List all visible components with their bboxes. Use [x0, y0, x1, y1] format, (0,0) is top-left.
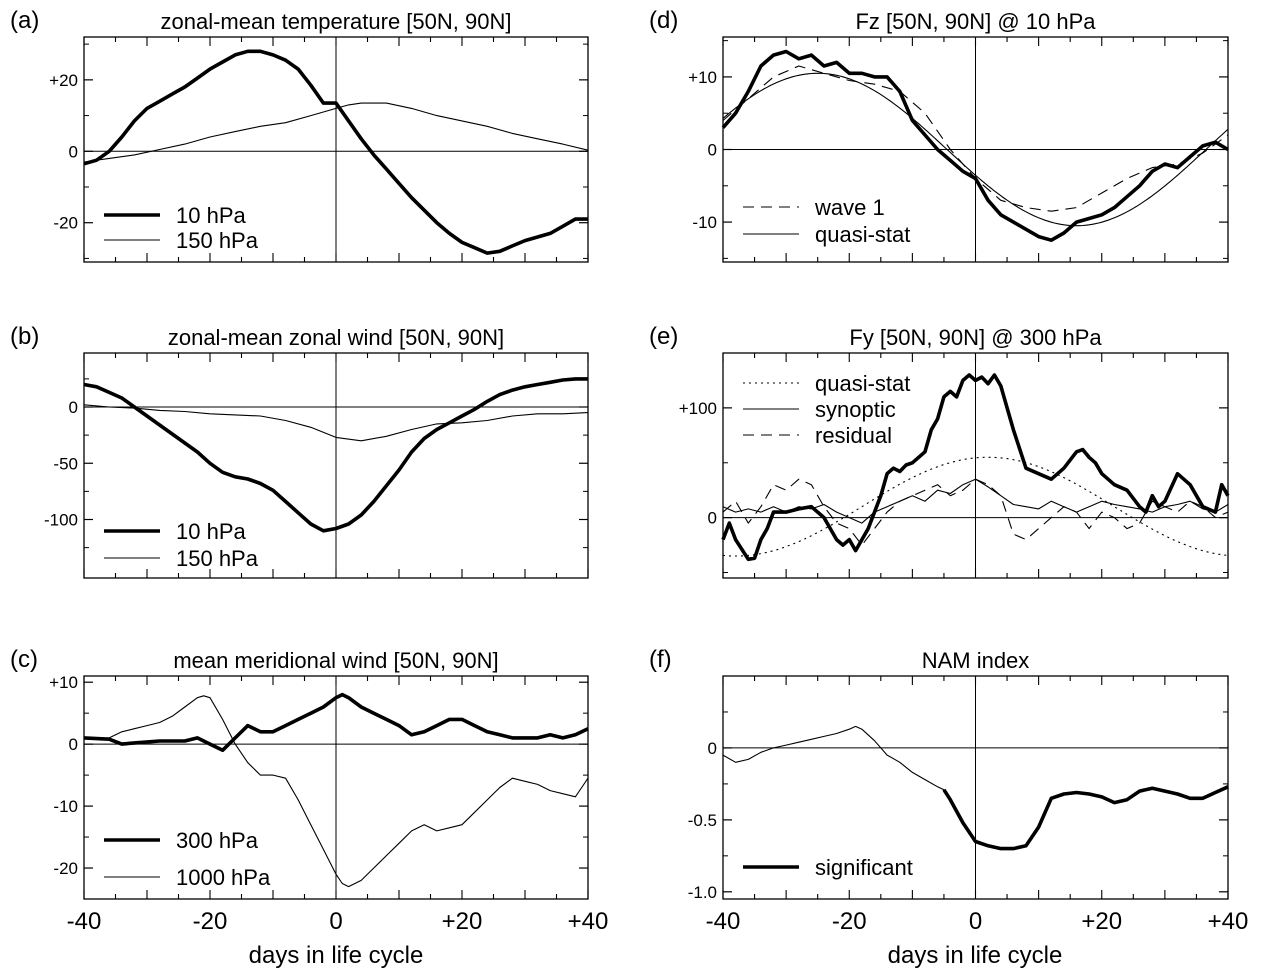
series-line-thin: [722, 725, 945, 791]
panel-label: (b): [10, 323, 39, 350]
y-tick-label: +100: [679, 399, 717, 418]
legend-label: 150 hPa: [176, 228, 259, 253]
x-tick-label: 0: [969, 908, 982, 935]
y-tick-label: +10: [49, 673, 78, 692]
y-tick-label: -100: [44, 511, 78, 530]
series-line-1000-hPa: [84, 695, 589, 888]
legend-label: quasi-stat: [815, 371, 910, 396]
series-line-10-hPa: [83, 377, 588, 533]
legend-label: synoptic: [815, 397, 896, 422]
x-axis-label-left: days in life cycle: [249, 942, 424, 969]
y-tick-label: -20: [53, 214, 78, 233]
legend-label: significant: [815, 855, 913, 880]
y-tick-label: -10: [692, 213, 717, 232]
panel-c: (c) mean meridional wind [50N, 90N] +10 0 -1…: [10, 646, 608, 935]
legend-label: wave 1: [814, 195, 885, 220]
x-tick-label: -20: [832, 908, 867, 935]
y-tick-label: 0: [69, 398, 78, 417]
y-tick-label: +20: [49, 71, 78, 90]
y-tick-label: 0: [708, 509, 717, 528]
series-line-synoptic: [722, 478, 1229, 524]
y-tick-label: 0: [69, 735, 78, 754]
series-line-wave-1: [722, 65, 1229, 212]
y-tick-label: -1.0: [688, 883, 717, 902]
x-tick-label: -20: [193, 908, 228, 935]
x-tick-label: +40: [568, 908, 609, 935]
series-line-10-hPa: [83, 49, 588, 255]
legend-label: quasi-stat: [815, 222, 910, 247]
panel-title: zonal-mean zonal wind [50N, 90N]: [168, 325, 504, 350]
panel-label: (e): [649, 323, 678, 350]
y-tick-label: 0: [69, 142, 78, 161]
legend-label: 300 hPa: [176, 828, 259, 853]
legend-label: 1000 hPa: [176, 865, 271, 890]
panel-b: (b) zonal-mean zonal wind [50N, 90N] 0 -50 -…: [10, 323, 589, 579]
legend-label: 10 hPa: [176, 519, 246, 544]
x-tick-label: 0: [329, 908, 342, 935]
x-tick-label: +20: [442, 908, 483, 935]
y-tick-label: -20: [53, 859, 78, 878]
series-line-150-hPa: [83, 404, 589, 442]
panel-title: zonal-mean temperature [50N, 90N]: [161, 9, 512, 34]
panel-d: (d) Fz [50N, 90N] @ 10 hPa +10 0 -10 wave 1qu…: [649, 7, 1229, 263]
legend-label: 10 hPa: [176, 203, 246, 228]
x-tick-label: -40: [706, 908, 741, 935]
legend-label: residual: [815, 423, 892, 448]
series-line-significant: [942, 785, 1229, 851]
panel-label: (c): [10, 646, 38, 673]
x-tick-label: -40: [67, 908, 102, 935]
series-line-residual: [722, 478, 1229, 546]
y-tick-label: -50: [53, 454, 78, 473]
panel-f: (f) NAM index 0 -0.5 -1.0 -40 -20 0 +20 +40 signif…: [649, 646, 1248, 935]
series-line-quasi-stat: [722, 72, 1229, 227]
x-tick-label: +40: [1208, 908, 1249, 935]
y-tick-label: 0: [708, 739, 717, 758]
y-tick-label: 0: [708, 141, 717, 160]
x-tick-label: +20: [1081, 908, 1122, 935]
panel-label: (f): [649, 646, 672, 673]
panel-title: mean meridional wind [50N, 90N]: [173, 648, 498, 673]
panel-a: (a) zonal-mean temperature [50N, 90N] +20 0…: [10, 7, 589, 263]
legend-label: 150 hPa: [176, 546, 259, 571]
series-line-thick: [721, 373, 1230, 562]
y-tick-label: -0.5: [688, 811, 717, 830]
panel-title: NAM index: [922, 648, 1030, 673]
panel-title: Fz [50N, 90N] @ 10 hPa: [855, 9, 1096, 34]
y-tick-label: +10: [688, 68, 717, 87]
panel-label: (d): [649, 7, 678, 34]
x-axis-label-right: days in life cycle: [888, 942, 1063, 969]
series-line-300-hPa: [83, 692, 589, 753]
panel-label: (a): [10, 7, 39, 34]
panel-title: Fy [50N, 90N] @ 300 hPa: [849, 325, 1102, 350]
series-line-150-hPa: [83, 102, 589, 163]
panel-e: (e) Fy [50N, 90N] @ 300 hPa +100 0 quasi-sta…: [649, 323, 1230, 579]
y-tick-label: -10: [53, 797, 78, 816]
